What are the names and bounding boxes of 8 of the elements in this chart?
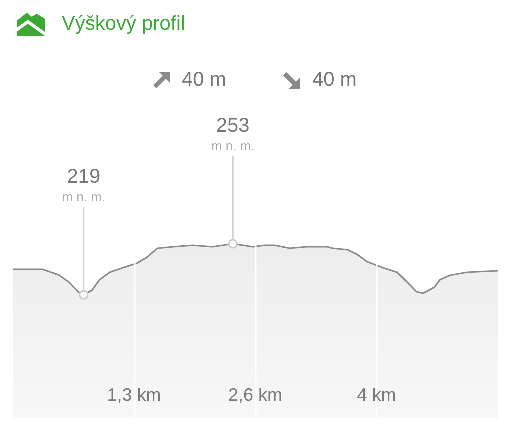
chart-title: Výškový profil: [62, 12, 186, 36]
data-label: 253 m n. m.: [211, 115, 255, 154]
x-tick-label: 4 km: [357, 385, 396, 405]
text: 40 m: [312, 68, 357, 92]
data-label: 219 m n. m.: [62, 166, 106, 204]
x-tick-label: 2,6 km: [228, 385, 283, 405]
x-tick-label: 1,3 km: [107, 385, 162, 405]
text: 40 m: [182, 68, 226, 92]
